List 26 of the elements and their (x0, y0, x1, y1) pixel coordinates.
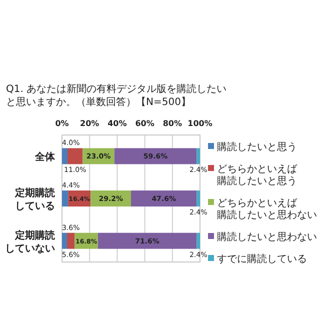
legend-label: どちらかといえば購読したいと思わない (217, 198, 317, 221)
x-tick-label: 0% (55, 119, 69, 128)
x-tick-label: 100% (188, 119, 212, 128)
bar (98, 232, 197, 249)
bar (62, 232, 67, 249)
chart-title: Q1. あなたは新聞の有料デジタル版を購読したいと思いますか。（単数回答）【N=500】 (6, 83, 227, 108)
legend-label: 購読したいと思わない (217, 231, 317, 243)
bar (62, 190, 68, 206)
bar (66, 232, 75, 249)
bar (62, 148, 68, 164)
y-tick-label: 定期購読していない (5, 229, 56, 254)
x-tick-label: 60% (135, 119, 154, 128)
bar (114, 148, 197, 164)
y-tick-label: 定期購読している (14, 187, 56, 212)
legend-label: どちらかといえば購読したいと思う (217, 164, 298, 187)
x-tick-label: 40% (108, 119, 127, 128)
x-tick-label: 80% (162, 119, 182, 128)
y-tick-label: 全体 (34, 151, 56, 164)
bar (68, 148, 83, 164)
x-tick-label: 20% (80, 119, 100, 128)
legend-label: すでに購読している (217, 253, 307, 265)
bar (196, 190, 200, 206)
bar (131, 190, 197, 206)
bar (196, 148, 200, 164)
bar (196, 232, 200, 249)
legend-label: 購読したいと思う (217, 141, 297, 153)
